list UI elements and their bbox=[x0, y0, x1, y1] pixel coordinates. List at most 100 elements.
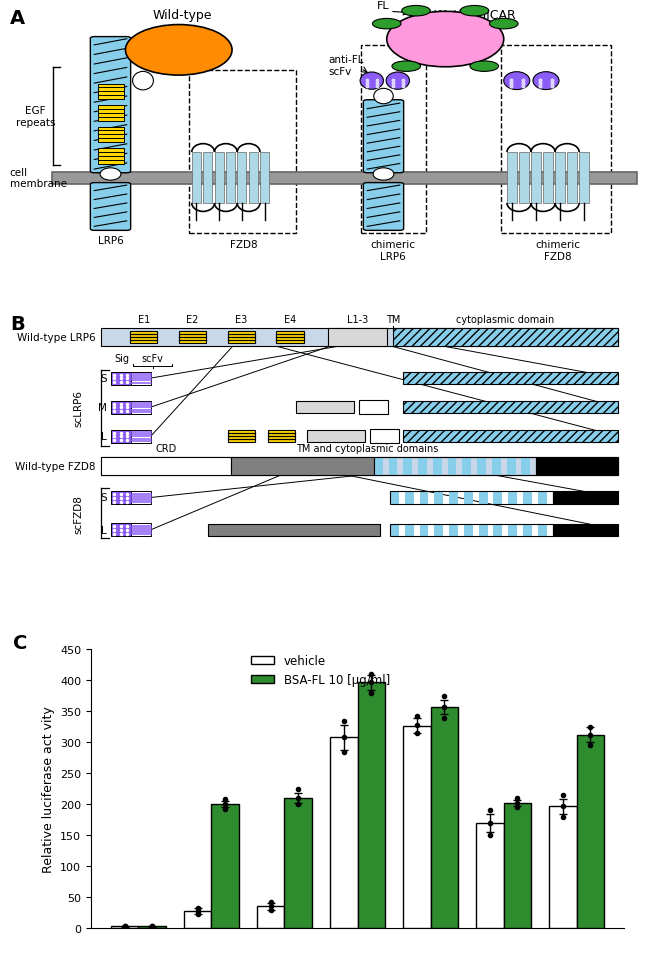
Bar bbox=[358, 683, 385, 928]
Bar bbox=[101, 457, 231, 476]
Bar bbox=[227, 431, 255, 443]
Ellipse shape bbox=[533, 72, 559, 91]
Y-axis label: Relative luciferase act vity: Relative luciferase act vity bbox=[42, 705, 55, 872]
Bar bbox=[130, 331, 157, 344]
Text: L: L bbox=[101, 526, 107, 535]
Bar bbox=[268, 431, 295, 443]
Bar bbox=[98, 85, 124, 100]
Bar bbox=[577, 735, 604, 928]
Bar bbox=[390, 524, 399, 536]
Ellipse shape bbox=[460, 7, 489, 17]
Bar bbox=[449, 491, 458, 504]
Ellipse shape bbox=[504, 72, 530, 91]
Bar bbox=[536, 457, 618, 476]
Ellipse shape bbox=[386, 73, 410, 90]
Bar bbox=[257, 907, 285, 928]
Bar bbox=[508, 491, 517, 504]
Text: FL: FL bbox=[377, 1, 390, 11]
Bar bbox=[101, 328, 618, 347]
Bar bbox=[111, 402, 131, 414]
Bar bbox=[523, 491, 532, 504]
Bar bbox=[403, 726, 430, 928]
Bar bbox=[405, 491, 413, 504]
Text: Wnt3a: Wnt3a bbox=[161, 46, 196, 56]
Bar bbox=[418, 457, 427, 476]
Bar bbox=[260, 153, 269, 204]
Bar bbox=[504, 803, 531, 928]
Bar bbox=[579, 153, 589, 204]
Circle shape bbox=[387, 13, 504, 67]
Text: Wild-type: Wild-type bbox=[152, 9, 212, 22]
Bar bbox=[538, 524, 547, 536]
Text: S: S bbox=[101, 493, 107, 503]
FancyBboxPatch shape bbox=[90, 37, 131, 174]
Bar bbox=[390, 524, 552, 536]
Bar bbox=[555, 153, 565, 204]
Bar bbox=[296, 402, 354, 414]
Bar bbox=[111, 372, 131, 385]
Bar bbox=[98, 106, 124, 121]
Bar bbox=[507, 153, 517, 204]
Bar bbox=[403, 431, 618, 443]
Bar bbox=[464, 491, 473, 504]
Bar bbox=[405, 524, 413, 536]
Bar bbox=[237, 153, 246, 204]
Bar bbox=[519, 153, 529, 204]
Text: cytoplasmic domain: cytoplasmic domain bbox=[456, 315, 554, 324]
Text: chimeric
LRP6: chimeric LRP6 bbox=[370, 240, 416, 262]
Bar bbox=[211, 804, 239, 928]
Bar bbox=[552, 491, 618, 504]
Text: E2: E2 bbox=[186, 315, 199, 324]
Bar bbox=[111, 524, 131, 536]
Text: CRD: CRD bbox=[155, 444, 176, 453]
Bar bbox=[500, 46, 611, 234]
Bar bbox=[464, 524, 473, 536]
Bar bbox=[231, 457, 374, 476]
Bar bbox=[359, 401, 388, 415]
Text: C: C bbox=[13, 633, 27, 652]
Ellipse shape bbox=[372, 20, 401, 30]
Text: E1: E1 bbox=[138, 315, 150, 324]
Bar bbox=[111, 430, 131, 444]
Bar bbox=[285, 798, 312, 928]
Bar bbox=[521, 457, 530, 476]
Bar bbox=[98, 149, 124, 165]
Bar bbox=[361, 46, 426, 234]
Bar bbox=[419, 491, 428, 504]
Bar bbox=[276, 331, 304, 344]
Ellipse shape bbox=[360, 73, 384, 90]
Text: S: S bbox=[101, 373, 107, 384]
Bar bbox=[131, 372, 151, 385]
Text: L1-3: L1-3 bbox=[347, 315, 368, 324]
Text: scFv: scFv bbox=[142, 354, 164, 363]
Bar bbox=[448, 457, 456, 476]
Text: Wnt3a-diCAR: Wnt3a-diCAR bbox=[433, 9, 516, 22]
Bar bbox=[226, 153, 235, 204]
Bar bbox=[531, 153, 541, 204]
Bar bbox=[214, 153, 224, 204]
Text: LRP6: LRP6 bbox=[98, 235, 124, 245]
Text: EGF
repeats: EGF repeats bbox=[16, 106, 55, 128]
Bar bbox=[478, 491, 488, 504]
Bar bbox=[538, 491, 547, 504]
Bar bbox=[101, 457, 618, 476]
Bar bbox=[478, 524, 488, 536]
Bar bbox=[508, 524, 517, 536]
Bar bbox=[492, 457, 500, 476]
Bar bbox=[477, 457, 486, 476]
Ellipse shape bbox=[402, 7, 430, 17]
FancyBboxPatch shape bbox=[90, 184, 131, 232]
Text: scLRP6: scLRP6 bbox=[73, 389, 83, 426]
Text: cell
membrane: cell membrane bbox=[10, 168, 67, 190]
Bar bbox=[98, 128, 124, 143]
Legend: vehicle, BSA-FL 10 [µg/ml]: vehicle, BSA-FL 10 [µg/ml] bbox=[246, 650, 395, 692]
Circle shape bbox=[125, 25, 232, 76]
Bar bbox=[552, 524, 618, 536]
Bar bbox=[434, 524, 443, 536]
Bar bbox=[131, 430, 151, 444]
Text: scFZD8: scFZD8 bbox=[73, 494, 83, 533]
Bar bbox=[192, 153, 201, 204]
Bar bbox=[390, 491, 552, 504]
Bar bbox=[328, 328, 387, 347]
Ellipse shape bbox=[133, 72, 153, 91]
